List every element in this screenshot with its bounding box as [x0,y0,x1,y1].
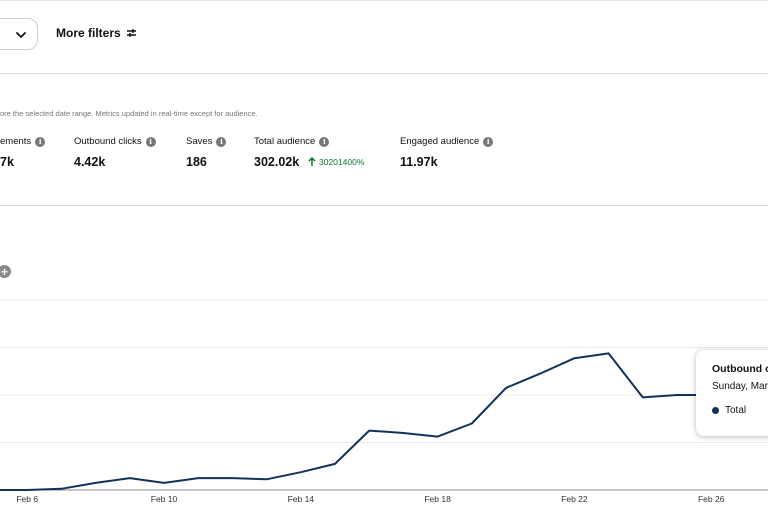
add-metric-button[interactable]: + [0,265,11,278]
chevron-down-icon [16,32,26,38]
data-point[interactable] [435,434,441,440]
info-icon[interactable]: i [319,136,330,147]
info-icon[interactable]: i [35,136,46,147]
info-icon[interactable]: i [216,136,227,147]
metrics-section: ore the selected date range. Metrics upd… [0,75,768,206]
metric-value: 7k [0,155,14,169]
tooltip-title: Outbound c [712,363,768,375]
data-point[interactable] [674,392,680,398]
more-filters-button[interactable]: More filters [56,25,137,41]
metrics-note: ore the selected date range. Metrics upd… [0,109,258,118]
filter-bar: More filters [0,0,768,74]
metric-label: ements [0,136,32,147]
metric-outbound-clicks[interactable]: Outbound clicks i 4.42k [74,136,156,169]
series-dot [712,407,719,414]
metric-value: 186 [186,155,207,169]
data-point[interactable] [537,371,543,377]
data-point[interactable] [229,475,235,481]
metric-change: 30201400% [308,157,364,167]
metric-value: 11.97k [400,155,438,169]
plus-icon: + [0,264,8,279]
line-chart: Feb 6 Feb 10 Feb 14 Feb 18 Feb 22 Feb 26 [0,299,768,504]
metric-engaged-audience[interactable]: Engaged audience i 11.97k [400,136,494,169]
data-point[interactable] [469,421,475,427]
tooltip-series-label: Total [725,405,747,416]
metric-saves[interactable]: Saves i 186 [186,136,227,169]
data-point[interactable] [571,355,577,361]
data-point[interactable] [264,476,270,482]
x-tick-label: Feb 22 [561,494,588,504]
arrow-up-icon [308,157,316,166]
chart-tooltip: Outbound c Sunday, Mar Total [696,350,768,436]
metric-label: Engaged audience [400,136,480,147]
date-range-dropdown[interactable] [0,18,38,50]
metric-label: Total audience [254,136,316,147]
data-point[interactable] [640,394,646,400]
metric-change-value: 30201400% [319,157,365,167]
metric-engagements[interactable]: ements i 7k [0,136,46,169]
tooltip-date: Sunday, Mar [712,381,768,392]
data-point[interactable] [503,385,509,391]
tooltip-series: Total [712,405,768,416]
data-point[interactable] [332,461,338,467]
data-point[interactable] [58,486,64,492]
data-point[interactable] [127,475,133,481]
x-tick-label: Feb 14 [288,494,315,504]
data-point[interactable] [24,487,30,493]
more-filters-label: More filters [56,26,121,40]
data-point[interactable] [366,428,372,434]
metric-value: 4.42k [74,155,106,169]
data-point[interactable] [161,480,167,486]
x-tick-label: Feb 6 [16,494,38,504]
x-tick-label: Feb 18 [424,494,451,504]
metric-total-audience[interactable]: Total audience i 302.02k 30201400% [254,136,364,169]
series-line-total[interactable] [0,352,712,491]
data-point[interactable] [298,469,304,475]
x-tick-label: Feb 26 [698,494,725,504]
data-point[interactable] [606,350,612,356]
data-point[interactable] [195,475,201,481]
metric-label: Saves [186,136,213,147]
sliders-icon [126,29,136,37]
x-tick-label: Feb 10 [151,494,178,504]
info-icon[interactable]: i [483,136,494,147]
metric-value: 302.02k [254,155,300,169]
data-point[interactable] [400,430,406,436]
info-icon[interactable]: i [145,136,156,147]
metric-label: Outbound clicks [74,136,142,147]
data-point[interactable] [93,480,99,486]
